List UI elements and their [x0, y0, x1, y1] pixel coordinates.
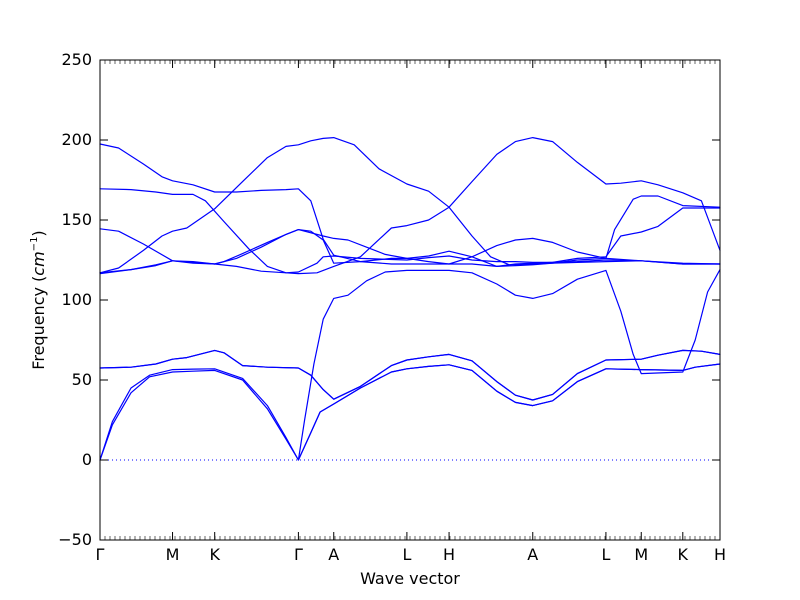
- y-axis-title-exp: −1: [29, 237, 40, 252]
- plot-background: [100, 60, 720, 540]
- x-tick-label-8: A: [527, 545, 538, 564]
- band-line-10: [99, 137, 721, 275]
- x-tick-label-4: Γ: [294, 545, 303, 564]
- band-line-4: [99, 349, 721, 401]
- band-line-9: [99, 137, 721, 274]
- x-tick-label-6: L: [402, 545, 411, 564]
- y-axis-title-unit: cm: [29, 251, 48, 275]
- plot-frame: [99, 59, 721, 541]
- band-line-2: [99, 363, 721, 461]
- y-axis-title-prefix: Frequency (: [29, 276, 48, 370]
- y-axis-title: Frequency (cm−1): [29, 230, 48, 369]
- y-tick-label: 200: [61, 130, 92, 149]
- x-tick-label-12: H: [714, 545, 726, 564]
- x-tick-label-1: Γ: [96, 545, 105, 564]
- series-layer: [99, 137, 721, 461]
- y-tick-label: −50: [58, 530, 92, 549]
- x-tick-label-5: A: [328, 545, 339, 564]
- band-line-7: [99, 255, 721, 274]
- y-tick-label: 100: [61, 290, 92, 309]
- x-tick-label-3: K: [209, 545, 220, 564]
- y-tick-label: 250: [61, 50, 92, 69]
- x-tick-label-2: M: [166, 545, 180, 564]
- x-tick-label-9: L: [601, 545, 610, 564]
- x-tick-label-10: M: [634, 545, 648, 564]
- x-axis-title: Wave vector: [360, 569, 460, 588]
- x-tick-label-7: H: [443, 545, 455, 564]
- x-tick-label-11: K: [678, 545, 689, 564]
- band-line-5: [297, 269, 721, 461]
- y-tick-label: 150: [61, 210, 92, 229]
- y-axis-title-suffix: ): [29, 230, 48, 236]
- y-tick-label: 50: [72, 370, 92, 389]
- labels-layer: −50 0 50 100 150 200 250 Γ M K Γ A L H A L M K H: [58, 50, 726, 564]
- y-tick-label: 0: [82, 450, 92, 469]
- band-line-11: [99, 143, 721, 267]
